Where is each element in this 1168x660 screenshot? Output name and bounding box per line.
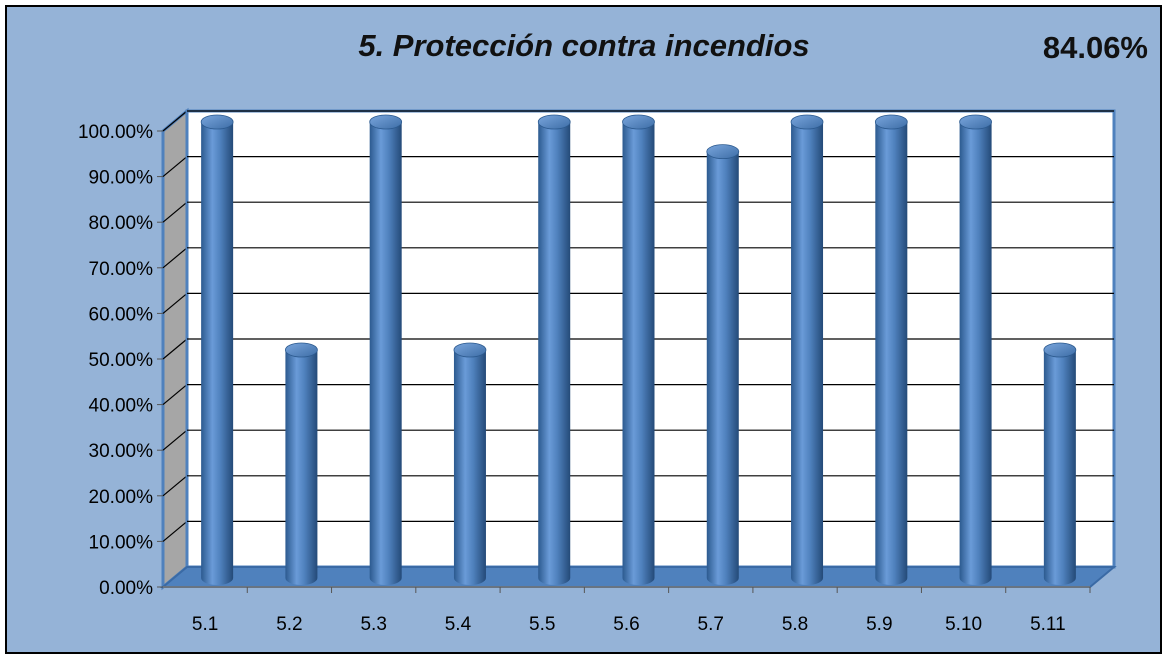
bar [537, 114, 571, 586]
y-tick-label: 100.00% [78, 122, 153, 143]
y-tick-label: 50.00% [89, 350, 154, 371]
x-tick-label: 5.3 [360, 614, 386, 635]
bar [453, 342, 487, 586]
bar-body [791, 122, 824, 586]
bar-body [538, 122, 571, 586]
y-tick-label: 60.00% [89, 304, 154, 325]
bar [1043, 342, 1077, 586]
bar-top [706, 144, 740, 160]
x-tick-label: 5.2 [276, 614, 302, 635]
y-tick-label: 0.00% [99, 578, 153, 599]
bar-top [959, 114, 992, 130]
bar-top [285, 342, 318, 358]
bar-top [453, 342, 487, 358]
bar [959, 114, 992, 586]
bar [874, 114, 908, 586]
bar [285, 342, 318, 586]
gridline-diagonal [162, 247, 188, 269]
bar-top [622, 114, 655, 130]
bar [622, 114, 655, 586]
x-tick-label: 5.6 [613, 614, 639, 635]
bar-body [875, 122, 908, 586]
x-tick-label: 5.7 [698, 614, 724, 635]
x-tick-label: 5.11 [1030, 614, 1066, 635]
overall-score: 84.06% [1042, 30, 1148, 65]
y-tick-label: 10.00% [89, 532, 154, 553]
x-tick-label: 5.1 [192, 614, 218, 635]
bar-body [959, 122, 992, 586]
bar-top [874, 114, 908, 130]
gridline-diagonal [162, 475, 188, 497]
bar-body [285, 350, 318, 586]
gridline-diagonal [162, 338, 188, 360]
gridline-diagonal [162, 156, 188, 178]
bar-body [1043, 350, 1076, 586]
bar-body [201, 122, 234, 586]
y-tick-label: 20.00% [89, 487, 154, 508]
bar-body [706, 151, 739, 586]
bar-top [537, 114, 571, 130]
chart-title: 5. Protección contra incendios [358, 28, 810, 63]
bar [369, 114, 403, 586]
gridline-diagonal [162, 520, 188, 542]
y-tick-label: 30.00% [89, 441, 154, 462]
x-tick-label: 5.9 [866, 614, 892, 635]
gridline-diagonal [162, 201, 188, 223]
y-tick-label: 70.00% [89, 259, 154, 280]
x-tick-label: 5.5 [529, 614, 555, 635]
gridline-diagonal [162, 384, 188, 406]
gridline-diagonal [162, 292, 188, 314]
gridline-diagonal [162, 429, 188, 451]
y-tick-label: 90.00% [89, 168, 154, 189]
bar [200, 114, 234, 586]
x-tick-label: 5.8 [782, 614, 808, 635]
bar [706, 144, 740, 586]
bar-body [622, 122, 655, 586]
bar-top [369, 114, 403, 130]
gridline-diagonal [162, 110, 188, 132]
x-tick-label: 5.4 [445, 614, 472, 635]
bar-body [453, 350, 486, 586]
x-tick-label: 5.10 [945, 614, 982, 635]
bar-top [790, 114, 824, 130]
bar-body [369, 122, 402, 586]
y-tick-label: 80.00% [89, 213, 154, 234]
y-tick-label: 40.00% [89, 396, 154, 417]
bar-top [200, 114, 234, 130]
bar-top [1043, 342, 1077, 358]
bar [790, 114, 824, 586]
